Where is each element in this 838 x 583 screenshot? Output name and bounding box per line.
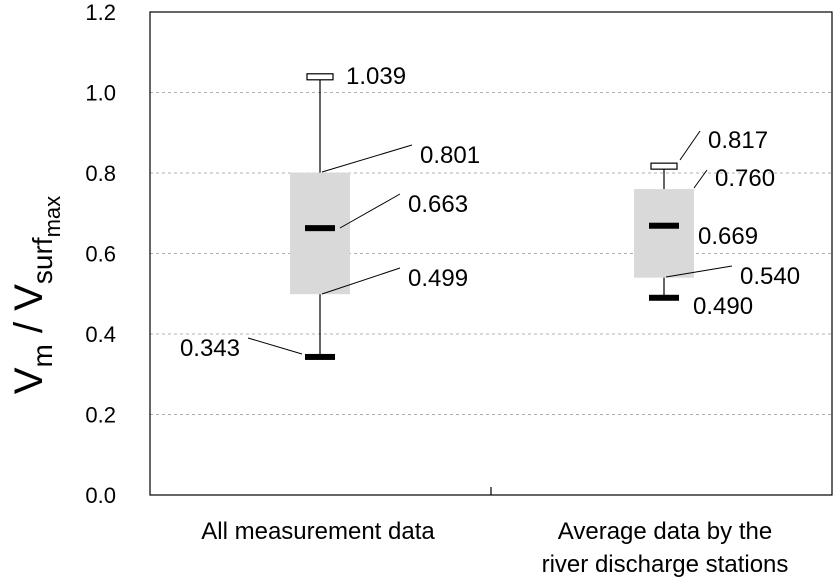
y-tick-label: 0.6: [85, 242, 116, 267]
leader-line: [321, 144, 413, 173]
value-label-q1: 0.540: [740, 263, 800, 290]
leader-line: [321, 267, 401, 295]
value-label-q1: 0.499: [408, 265, 468, 292]
axes: [149, 11, 833, 496]
value-label-q3: 0.760: [715, 165, 775, 192]
y-tick-label: 0.0: [85, 483, 116, 508]
leader-line: [693, 169, 708, 189]
box-group: [247, 73, 413, 360]
min-mark: [649, 294, 679, 301]
labels: 0.0 0.2 0.4 0.6 0.8 1.0 1.2 1.039 0.801 0.663 0.49…: [85, 0, 800, 578]
box-iqr: [290, 172, 350, 295]
category-label: river discharge stations: [542, 551, 789, 578]
y-axis-title-main: V: [7, 367, 51, 394]
y-axis-title-sep: / V: [7, 284, 51, 344]
value-label-q3: 0.801: [420, 142, 480, 169]
value-label-max: 1.039: [346, 63, 406, 90]
leader-line: [665, 265, 733, 278]
max-mark: [650, 162, 678, 170]
value-label-min: 0.343: [180, 335, 240, 362]
y-axis-title-sub1: m: [27, 344, 58, 367]
value-label-median: 0.663: [408, 191, 468, 218]
leader-line: [339, 193, 401, 229]
median-mark: [305, 225, 335, 232]
min-mark: [305, 353, 335, 360]
max-mark: [306, 73, 334, 81]
value-label-min: 0.490: [693, 293, 753, 320]
value-label-max: 0.817: [708, 127, 768, 154]
median-mark: [649, 222, 679, 229]
y-axis-title-subsub: max: [40, 196, 65, 238]
y-tick-label: 1.2: [85, 0, 116, 25]
y-tick-label: 0.8: [85, 161, 116, 186]
y-axis-title-sub2: surf: [27, 237, 58, 284]
boxes: [247, 73, 733, 360]
box-group: [634, 130, 733, 301]
category-label: All measurement data: [201, 518, 435, 545]
leader-line: [679, 130, 701, 161]
y-tick-label: 0.2: [85, 403, 116, 428]
box-iqr: [634, 189, 694, 278]
category-label: Average data by the: [558, 518, 772, 545]
y-tick-label: 0.4: [85, 322, 116, 347]
value-label-median: 0.669: [698, 223, 758, 250]
y-tick-label: 1.0: [85, 81, 116, 106]
y-axis-title: Vm / Vsurfmax: [7, 196, 65, 394]
leader-line: [247, 337, 303, 355]
